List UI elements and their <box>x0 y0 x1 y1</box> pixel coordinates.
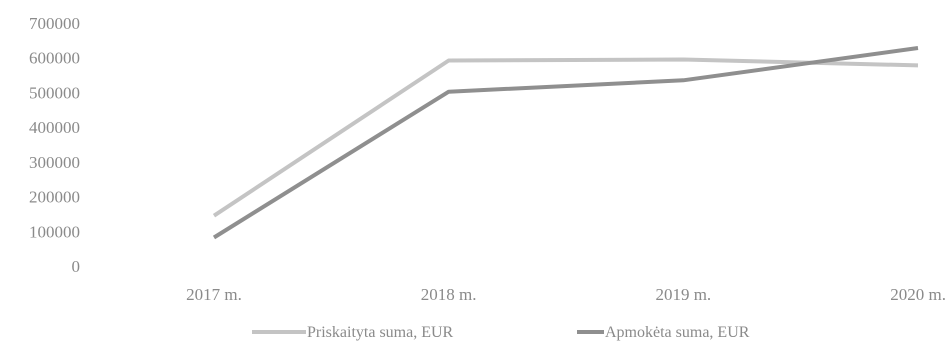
x-tick-label: 2020 m. <box>890 285 946 304</box>
y-tick-label: 700000 <box>29 14 80 33</box>
legend: Priskaityta suma, EUR Apmokėta suma, EUR <box>252 324 750 341</box>
y-tick-label: 600000 <box>29 49 80 68</box>
series-line-apmoketa <box>212 46 919 240</box>
series-line-priskaityta <box>212 57 919 218</box>
y-tick-label: 0 <box>72 257 81 276</box>
x-tick-label: 2019 m. <box>655 285 711 304</box>
x-axis: 2017 m. 2018 m. 2019 m. 2020 m. <box>186 285 946 304</box>
y-tick-label: 300000 <box>29 153 80 172</box>
y-axis: 700000 600000 500000 400000 300000 200000 1000… <box>29 14 80 276</box>
legend-label: Priskaityta suma, EUR <box>307 324 454 341</box>
y-tick-label: 100000 <box>29 222 80 241</box>
y-tick-label: 200000 <box>29 188 80 207</box>
x-tick-label: 2018 m. <box>421 285 477 304</box>
legend-label: Apmokėta suma, EUR <box>605 324 750 341</box>
y-tick-label: 400000 <box>29 118 80 137</box>
series-lines <box>212 46 919 240</box>
x-tick-label: 2017 m. <box>186 285 242 304</box>
y-tick-label: 500000 <box>29 83 80 102</box>
